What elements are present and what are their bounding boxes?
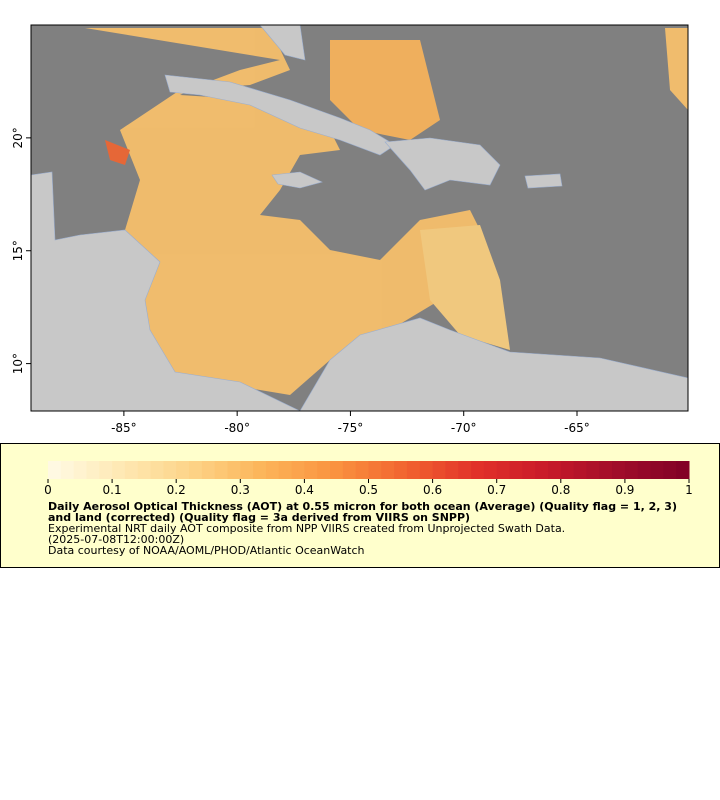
cuba	[164, 74, 396, 156]
legend: 0 0.1 0.2 0.3 0.4 0.5 0.6 0.7 0.8 0.9 1 Daily Aero…	[0, 443, 720, 568]
colorbar-step	[317, 461, 331, 479]
colorbar-step	[573, 461, 587, 479]
colorbar-tick-label: 0	[44, 483, 52, 497]
y-tick-label: 10°	[11, 353, 25, 374]
colorbar-tick-label: 1	[685, 483, 693, 497]
colorbar-step	[676, 461, 690, 479]
colorbar-step	[150, 461, 164, 479]
aot-patch	[85, 28, 480, 395]
colorbar-step	[227, 461, 241, 479]
aot-patches	[85, 28, 688, 395]
aot-patch	[330, 40, 440, 140]
colorbar-tick-label: 0.2	[167, 483, 186, 497]
legend-line: (2025-07-08T12:00:00Z)	[48, 533, 185, 546]
map: -85° -80° -75° -70° -65° 10° 15° 20°	[11, 24, 689, 435]
colorbar-step	[99, 461, 113, 479]
colorbar-step	[368, 461, 382, 479]
colorbar-step	[509, 461, 523, 479]
colorbar-step	[637, 461, 652, 479]
x-tick-label: -70°	[451, 421, 477, 435]
colorbar-step	[432, 461, 446, 479]
colorbar-step	[112, 461, 126, 479]
colorbar-step	[342, 461, 357, 479]
colorbar-step	[86, 461, 100, 479]
legend-line: Data courtesy of NOAA/AOML/PHOD/Atlantic…	[48, 544, 365, 557]
colorbar-step	[535, 461, 549, 479]
colorbar: 0 0.1 0.2 0.3 0.4 0.5 0.6 0.7 0.8 0.9 1	[44, 461, 693, 497]
jamaica	[271, 171, 323, 189]
colorbar-step	[445, 461, 459, 479]
colorbar-step	[624, 461, 639, 479]
colorbar-step	[124, 461, 139, 479]
colorbar-tick-label: 0.9	[615, 483, 634, 497]
x-tick-label: -80°	[224, 421, 250, 435]
aot-patch	[420, 225, 510, 350]
legend-line: Experimental NRT daily AOT composite fro…	[48, 522, 566, 535]
colorbar-step	[496, 461, 511, 479]
legend-title: Daily Aerosol Optical Thickness (AOT) at…	[48, 500, 677, 524]
colorbar-step	[240, 461, 254, 479]
colorbar-tick-label: 0.8	[551, 483, 570, 497]
colorbar-tick-label: 0.7	[487, 483, 506, 497]
colorbar-step	[201, 461, 216, 479]
colorbar-step	[547, 461, 562, 479]
y-tick-label: 15°	[11, 240, 25, 261]
colorbar-step	[483, 461, 498, 479]
colorbar-step	[265, 461, 280, 479]
map-frame	[30, 24, 689, 412]
legend-text: Daily Aerosol Optical Thickness (AOT) at…	[48, 501, 678, 556]
colorbar-step	[137, 461, 152, 479]
colorbar-step	[189, 461, 203, 479]
colorbar-tick-label: 0.3	[231, 483, 250, 497]
colorbar-step	[471, 461, 485, 479]
colorbar-tick-label: 0.5	[359, 483, 378, 497]
colorbar-step	[612, 461, 626, 479]
colorbar-tick-label: 0.4	[295, 483, 314, 497]
colorbar-step	[355, 461, 369, 479]
colorbar-step	[406, 461, 421, 479]
colorbar-step	[291, 461, 305, 479]
colorbar-step	[650, 461, 664, 479]
x-tick-label: -85°	[111, 421, 137, 435]
colorbar-step	[381, 461, 395, 479]
colorbar-step	[560, 461, 575, 479]
colorbar-step	[522, 461, 536, 479]
colorbar-step	[330, 461, 344, 479]
colorbar-tick-label: 0.6	[423, 483, 442, 497]
colorbar-step	[599, 461, 613, 479]
puerto-rico	[524, 173, 563, 189]
colorbar-step	[60, 461, 75, 479]
colorbar-step	[419, 461, 434, 479]
colorbar-step	[663, 461, 677, 479]
colorbar-step	[304, 461, 318, 479]
colorbar-step	[458, 461, 472, 479]
colorbar-step	[214, 461, 228, 479]
x-tick-label: -65°	[564, 421, 590, 435]
colorbar-step	[278, 461, 293, 479]
colorbar-step	[586, 461, 600, 479]
aot-patch	[105, 140, 130, 165]
colorbar-step	[394, 461, 408, 479]
colorbar-step	[253, 461, 267, 479]
hispaniola	[384, 137, 501, 191]
y-tick-label: 20°	[11, 127, 25, 148]
colorbar-step	[176, 461, 190, 479]
colorbar-tick-label: 0.1	[103, 483, 122, 497]
colorbar-step	[73, 461, 87, 479]
x-tick-label: -75°	[338, 421, 364, 435]
colorbar-step	[163, 461, 177, 479]
colorbar-step	[48, 461, 62, 479]
aot-patch	[665, 28, 688, 110]
